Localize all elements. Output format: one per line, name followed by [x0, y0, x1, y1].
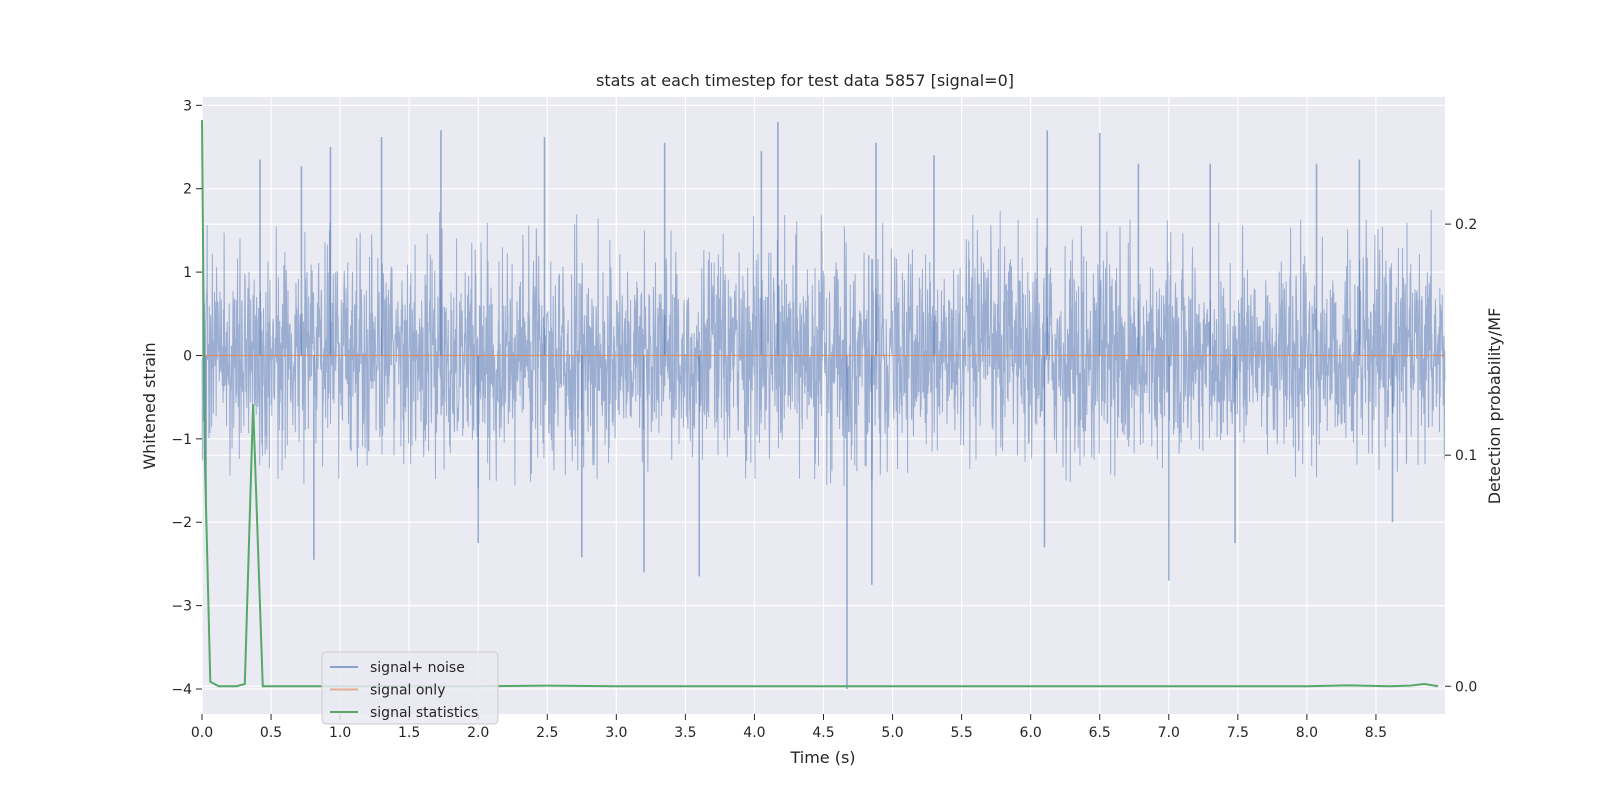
- y-axis-right-label: Detection probability/MF: [1485, 308, 1504, 505]
- y-tick-label: 2: [183, 182, 192, 198]
- series-line-signal-noise: [201, 210, 1446, 489]
- x-tick-label: 0.5: [260, 725, 282, 741]
- series-signal-statistics: [201, 120, 1439, 688]
- x-tick-label: 7.5: [1227, 725, 1249, 741]
- y-axis-right-ticks: 0.2 0.1 0.0: [1445, 217, 1477, 695]
- x-tick-label: 4.5: [812, 725, 834, 741]
- legend-box: [321, 651, 499, 725]
- x-tick-label: 2.5: [536, 725, 558, 741]
- series-line-signal-statistics: [201, 120, 1439, 688]
- y-tick-label: 0: [183, 348, 192, 364]
- x-tick-label: 3.0: [605, 725, 627, 741]
- x-tick-label: 3.5: [674, 725, 696, 741]
- y-right-tick-label: 0.0: [1455, 679, 1477, 695]
- x-tick-label: 6.5: [1089, 725, 1111, 741]
- y-tick-label: −4: [171, 682, 192, 698]
- x-tick-label: 4.0: [743, 725, 765, 741]
- y-axis-ticks: 3 2 1 0 −1 −2 −3 −4: [171, 98, 202, 698]
- legend: signal+ noise signal only signal statistic…: [321, 651, 499, 725]
- x-tick-label: 8.0: [1296, 725, 1318, 741]
- x-tick-label: 7.0: [1158, 725, 1180, 741]
- y-right-tick-label: 0.2: [1455, 217, 1477, 233]
- y-tick-label: −1: [171, 432, 192, 448]
- x-tick-label: 1.0: [329, 725, 351, 741]
- x-tick-label: 5.0: [881, 725, 903, 741]
- y-tick-label: −2: [171, 515, 192, 531]
- y-tick-label: 1: [183, 265, 192, 281]
- chart-title: stats at each timestep for test data 585…: [596, 71, 1014, 90]
- x-axis-label: Time (s): [789, 748, 855, 767]
- x-tick-label: 8.5: [1365, 725, 1387, 741]
- series-signal-noise: [201, 122, 1446, 689]
- x-tick-label: 1.5: [398, 725, 420, 741]
- x-tick-label: 0.0: [191, 725, 213, 741]
- x-tick-label: 2.0: [467, 725, 489, 741]
- legend-entry: signal+ noise: [370, 660, 465, 676]
- y-axis-label: Whitened strain: [140, 342, 159, 469]
- x-tick-label: 6.0: [1020, 725, 1042, 741]
- y-tick-label: 3: [183, 98, 192, 114]
- x-axis-ticks: 0.0 0.5 1.0 1.5 2.0 2.5 3.0 3.5 4.0 4.5 5.0 5.5 6.0 6…: [191, 714, 1387, 741]
- legend-entry: signal only: [370, 683, 445, 699]
- y-right-tick-label: 0.1: [1455, 448, 1477, 464]
- legend-entry: signal statistics: [370, 705, 478, 721]
- y-tick-label: −3: [171, 599, 192, 615]
- x-tick-label: 5.5: [950, 725, 972, 741]
